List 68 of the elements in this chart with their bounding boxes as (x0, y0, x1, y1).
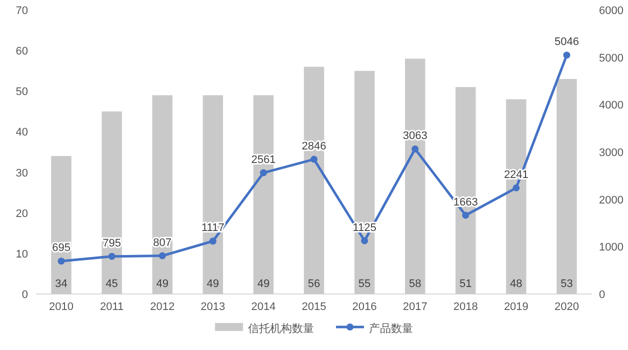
legend-label: 信托机构数量 (248, 323, 314, 335)
y2-tick-label: 3000 (599, 147, 624, 159)
data-label: 2561 (251, 154, 276, 166)
bar (102, 111, 122, 294)
x-tick-label: 2017 (402, 301, 428, 313)
y-tick-label: 10 (16, 248, 28, 260)
y2-tick-label: 4000 (599, 100, 624, 112)
data-label: 695 (52, 242, 70, 254)
bar (556, 78, 577, 294)
y2-tick-label: 2000 (599, 194, 624, 206)
data-label: 56 (308, 278, 320, 290)
x-tick-label: 2011 (100, 301, 124, 313)
y-tick-label: 40 (16, 126, 28, 139)
point (512, 184, 520, 192)
data-label: 53 (560, 278, 573, 290)
point (158, 252, 166, 260)
data-label: 51 (460, 278, 472, 290)
y2-tick-label: 0 (599, 289, 606, 301)
data-label: 795 (102, 237, 121, 250)
y2-tick-label: 5000 (599, 52, 624, 64)
point (462, 212, 470, 219)
x-tick-label: 2019 (504, 301, 528, 313)
bar (51, 156, 72, 294)
data-label: 45 (106, 278, 118, 290)
data-label: 34 (55, 278, 68, 290)
x-tick-label: 2014 (251, 301, 276, 313)
y2-tick-label: 6000 (599, 5, 624, 17)
bar (152, 95, 172, 294)
legend-label: 产品数量 (369, 322, 413, 335)
bar (354, 70, 375, 294)
bar (506, 99, 526, 294)
point (58, 258, 65, 265)
data-label: 49 (257, 278, 270, 290)
point (412, 146, 419, 153)
x-tick-label: 2012 (150, 301, 175, 313)
y-tick-label: 0 (22, 289, 28, 301)
bar (456, 87, 476, 294)
data-label: 5046 (554, 36, 579, 48)
bar (202, 95, 224, 294)
y-tick-label: 70 (16, 5, 28, 17)
y-tick-label: 50 (16, 86, 28, 98)
x-tick-label: 2016 (352, 301, 377, 313)
x-tick-label: 2013 (200, 301, 226, 313)
data-label: 55 (358, 278, 371, 290)
x-tick-label: 2020 (554, 301, 579, 313)
point (310, 156, 318, 163)
point (361, 237, 368, 244)
bar (253, 95, 274, 294)
point (563, 52, 570, 59)
point (260, 169, 267, 176)
x-tick-label: 2010 (49, 301, 74, 313)
data-label: 3063 (402, 130, 428, 142)
y-tick-label: 30 (16, 167, 28, 180)
y-tick-label: 20 (16, 208, 28, 220)
data-label: 49 (206, 278, 220, 290)
x-tick-label: 2018 (453, 301, 478, 313)
point (108, 252, 116, 260)
data-label: 48 (510, 278, 522, 290)
bar (404, 58, 426, 294)
data-label: 807 (153, 236, 172, 249)
data-label: 2846 (302, 140, 326, 152)
x-tick-label: 2015 (302, 301, 326, 313)
y-tick-label: 60 (16, 46, 28, 58)
data-label: 49 (156, 278, 168, 290)
y2-tick-label: 1000 (599, 242, 624, 254)
data-label: 58 (408, 278, 422, 290)
point (209, 238, 216, 245)
bar (304, 66, 324, 294)
